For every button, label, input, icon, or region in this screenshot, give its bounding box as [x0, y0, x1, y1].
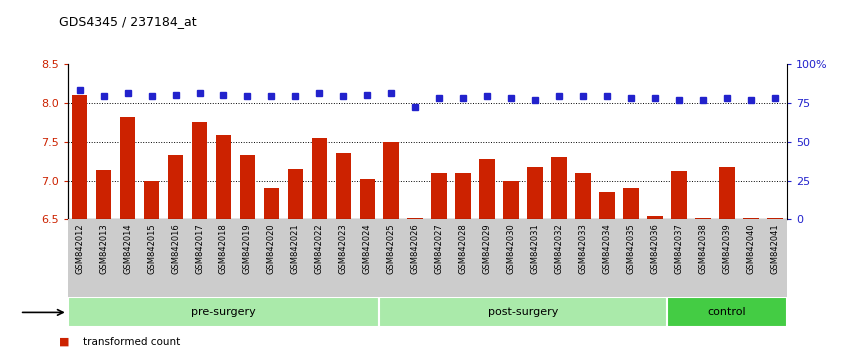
Text: GSM842032: GSM842032 — [555, 223, 563, 274]
Bar — [72, 95, 87, 219]
Bar — [68, 297, 379, 327]
Text: GSM842041: GSM842041 — [771, 223, 779, 274]
Text: post-surgery: post-surgery — [488, 307, 558, 318]
Text: GSM842037: GSM842037 — [674, 223, 684, 274]
Bar — [719, 166, 734, 219]
Bar — [383, 142, 399, 219]
Text: GSM842017: GSM842017 — [195, 223, 204, 274]
Text: GSM842019: GSM842019 — [243, 223, 252, 274]
Bar — [264, 188, 279, 219]
Text: GSM842040: GSM842040 — [746, 223, 755, 274]
Text: GSM842026: GSM842026 — [411, 223, 420, 274]
Bar — [120, 117, 135, 219]
Text: GSM842015: GSM842015 — [147, 223, 156, 274]
Bar — [192, 122, 207, 219]
Text: GSM842033: GSM842033 — [579, 223, 587, 274]
Text: GSM842028: GSM842028 — [459, 223, 468, 274]
Bar — [288, 169, 303, 219]
Text: GSM842020: GSM842020 — [267, 223, 276, 274]
Bar — [96, 170, 112, 219]
Bar — [336, 153, 351, 219]
Text: GDS4345 / 237184_at: GDS4345 / 237184_at — [59, 15, 197, 28]
Text: pre-surgery: pre-surgery — [191, 307, 255, 318]
Bar — [552, 157, 567, 219]
Bar — [575, 173, 591, 219]
Bar — [379, 297, 667, 327]
Text: transformed count: transformed count — [83, 337, 180, 347]
Text: GSM842039: GSM842039 — [722, 223, 731, 274]
Text: GSM842035: GSM842035 — [627, 223, 635, 274]
Text: GSM842024: GSM842024 — [363, 223, 371, 274]
Bar — [743, 218, 759, 219]
Bar — [311, 138, 327, 219]
Text: GSM842030: GSM842030 — [507, 223, 515, 274]
Text: GSM842016: GSM842016 — [171, 223, 180, 274]
Bar — [767, 218, 783, 219]
Bar — [624, 188, 639, 219]
Text: control: control — [707, 307, 746, 318]
Text: GSM842014: GSM842014 — [124, 223, 132, 274]
Text: GSM842031: GSM842031 — [530, 223, 540, 274]
Text: GSM842021: GSM842021 — [291, 223, 299, 274]
Bar — [671, 171, 687, 219]
Bar — [144, 181, 159, 219]
Text: GSM842018: GSM842018 — [219, 223, 228, 274]
Bar — [431, 173, 447, 219]
Text: GSM842023: GSM842023 — [339, 223, 348, 274]
Bar — [527, 166, 543, 219]
Bar — [667, 297, 787, 327]
Bar — [455, 173, 471, 219]
Text: GSM842027: GSM842027 — [435, 223, 443, 274]
Bar — [408, 218, 423, 219]
Bar — [599, 192, 615, 219]
Text: GSM842025: GSM842025 — [387, 223, 396, 274]
Text: GSM842034: GSM842034 — [602, 223, 612, 274]
Text: GSM842012: GSM842012 — [75, 223, 84, 274]
Bar — [239, 155, 255, 219]
Text: GSM842013: GSM842013 — [99, 223, 108, 274]
Text: ■: ■ — [59, 337, 69, 347]
Text: GSM842036: GSM842036 — [651, 223, 659, 274]
Bar — [360, 179, 375, 219]
Bar — [695, 218, 711, 219]
Text: GSM842038: GSM842038 — [699, 223, 707, 274]
Text: GSM842022: GSM842022 — [315, 223, 324, 274]
Bar — [647, 216, 662, 219]
Bar — [216, 135, 231, 219]
Bar — [480, 159, 495, 219]
Bar — [168, 155, 184, 219]
Text: GSM842029: GSM842029 — [483, 223, 492, 274]
Bar — [503, 181, 519, 219]
